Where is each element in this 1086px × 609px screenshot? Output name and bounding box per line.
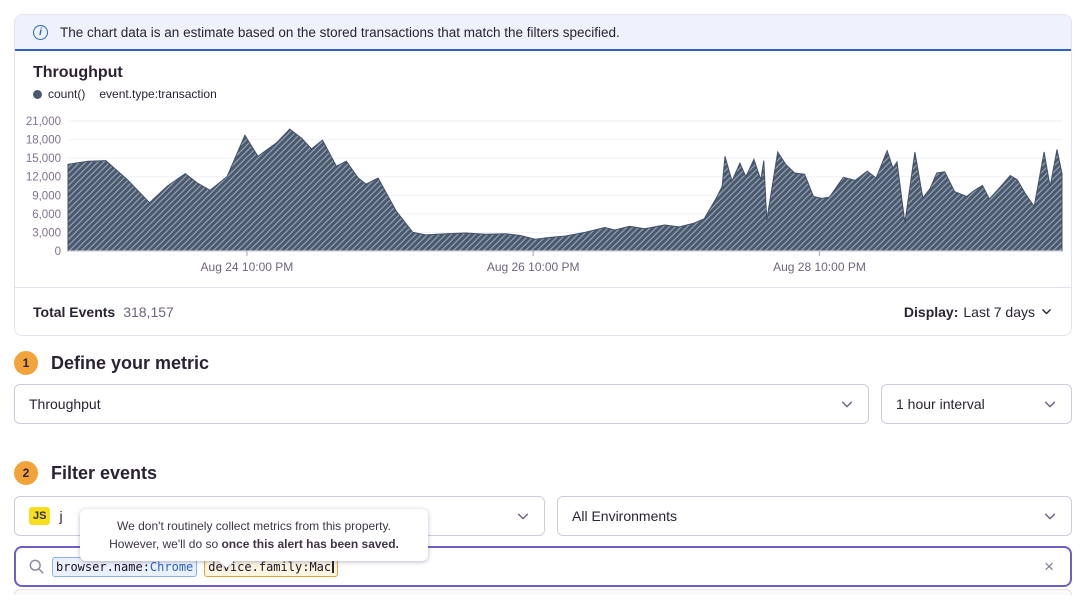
clear-search-icon[interactable]: × [1044,557,1054,576]
tooltip-line-2: However, we'll do so once this alert has… [92,535,416,553]
environment-select[interactable]: All Environments [557,496,1072,536]
step-1-title: Define your metric [51,352,210,373]
legend-series-dot [33,89,42,99]
chevron-down-icon [841,401,853,408]
metrics-tooltip: We don't routinely collect metrics from … [80,509,428,561]
chevron-down-icon [517,513,529,520]
next-panel-edge [14,589,1072,595]
token-value: Mac [309,559,332,574]
chart-header: Throughput count() event.type:transactio… [15,51,1071,101]
svg-text:18,000: 18,000 [26,135,61,147]
svg-text:Aug 28 10:00 PM: Aug 28 10:00 PM [773,260,866,274]
legend-series-label: count() [48,87,86,101]
environment-select-value: All Environments [572,508,678,524]
step-2-badge: 2 [14,461,38,485]
info-icon: i [33,24,48,40]
display-value: Last 7 days [963,303,1035,320]
search-icon [29,559,44,574]
svg-text:3,000: 3,000 [32,227,61,239]
svg-text:12,000: 12,000 [26,172,61,184]
svg-text:15,000: 15,000 [26,153,61,165]
svg-text:Aug 24 10:00 PM: Aug 24 10:00 PM [201,260,294,274]
banner-text: The chart data is an estimate based on t… [60,24,620,40]
chevron-down-icon [1042,309,1051,315]
svg-text:9,000: 9,000 [32,190,61,202]
step-2-heading: 2 Filter events [14,460,1072,486]
svg-text:0: 0 [55,246,61,258]
svg-text:6,000: 6,000 [32,209,61,221]
chevron-down-icon [1044,401,1056,408]
step-2-title: Filter events [51,462,158,483]
info-banner: i The chart data is an estimate based on… [15,15,1071,51]
tooltip-line-2-text: However, we'll do so [109,537,222,551]
interval-select[interactable]: 1 hour interval [881,384,1072,424]
tooltip-line-2-bold: once this alert has been saved. [221,537,399,551]
chart-footer: Total Events 318,157 Display: Last 7 days [15,287,1071,335]
token-key: browser.name: [56,559,150,574]
token-value: Chrome [149,559,194,574]
chart-title: Throughput [33,64,123,81]
chart-panel: i The chart data is an estimate based on… [14,14,1072,336]
legend-query-label: event.type:transaction [99,87,217,101]
step-1-heading: 1 Define your metric [14,350,1072,376]
metric-row: Throughput 1 hour interval [14,384,1072,424]
svg-text:Aug 26 10:00 PM: Aug 26 10:00 PM [487,260,580,274]
total-events-value: 318,157 [123,303,174,320]
chevron-down-icon [1044,513,1056,520]
total-events: Total Events 318,157 [33,304,174,320]
svg-text:21,000: 21,000 [26,116,61,128]
tooltip-line-1: We don't routinely collect metrics from … [117,519,391,533]
text-cursor [332,559,334,573]
javascript-platform-icon: JS [29,507,51,525]
interval-select-value: 1 hour interval [896,396,985,412]
search-token-device-family[interactable]: device.family:Mac [204,556,338,577]
token-key: device.family: [208,559,310,574]
chart-legend: count() event.type:transaction [33,87,1053,101]
throughput-area-chart: 0 3,000 6,000 9,000 12,000 15,000 18,000 21,000… [26,116,1063,274]
project-select-value: j [59,508,63,524]
display-period-dropdown[interactable]: Display: Last 7 days [904,304,1053,320]
metric-select[interactable]: Throughput [14,384,869,424]
step-1-badge: 1 [14,351,38,375]
display-label: Display: [903,303,959,320]
metric-select-value: Throughput [29,396,101,412]
total-events-label: Total Events [33,303,116,320]
